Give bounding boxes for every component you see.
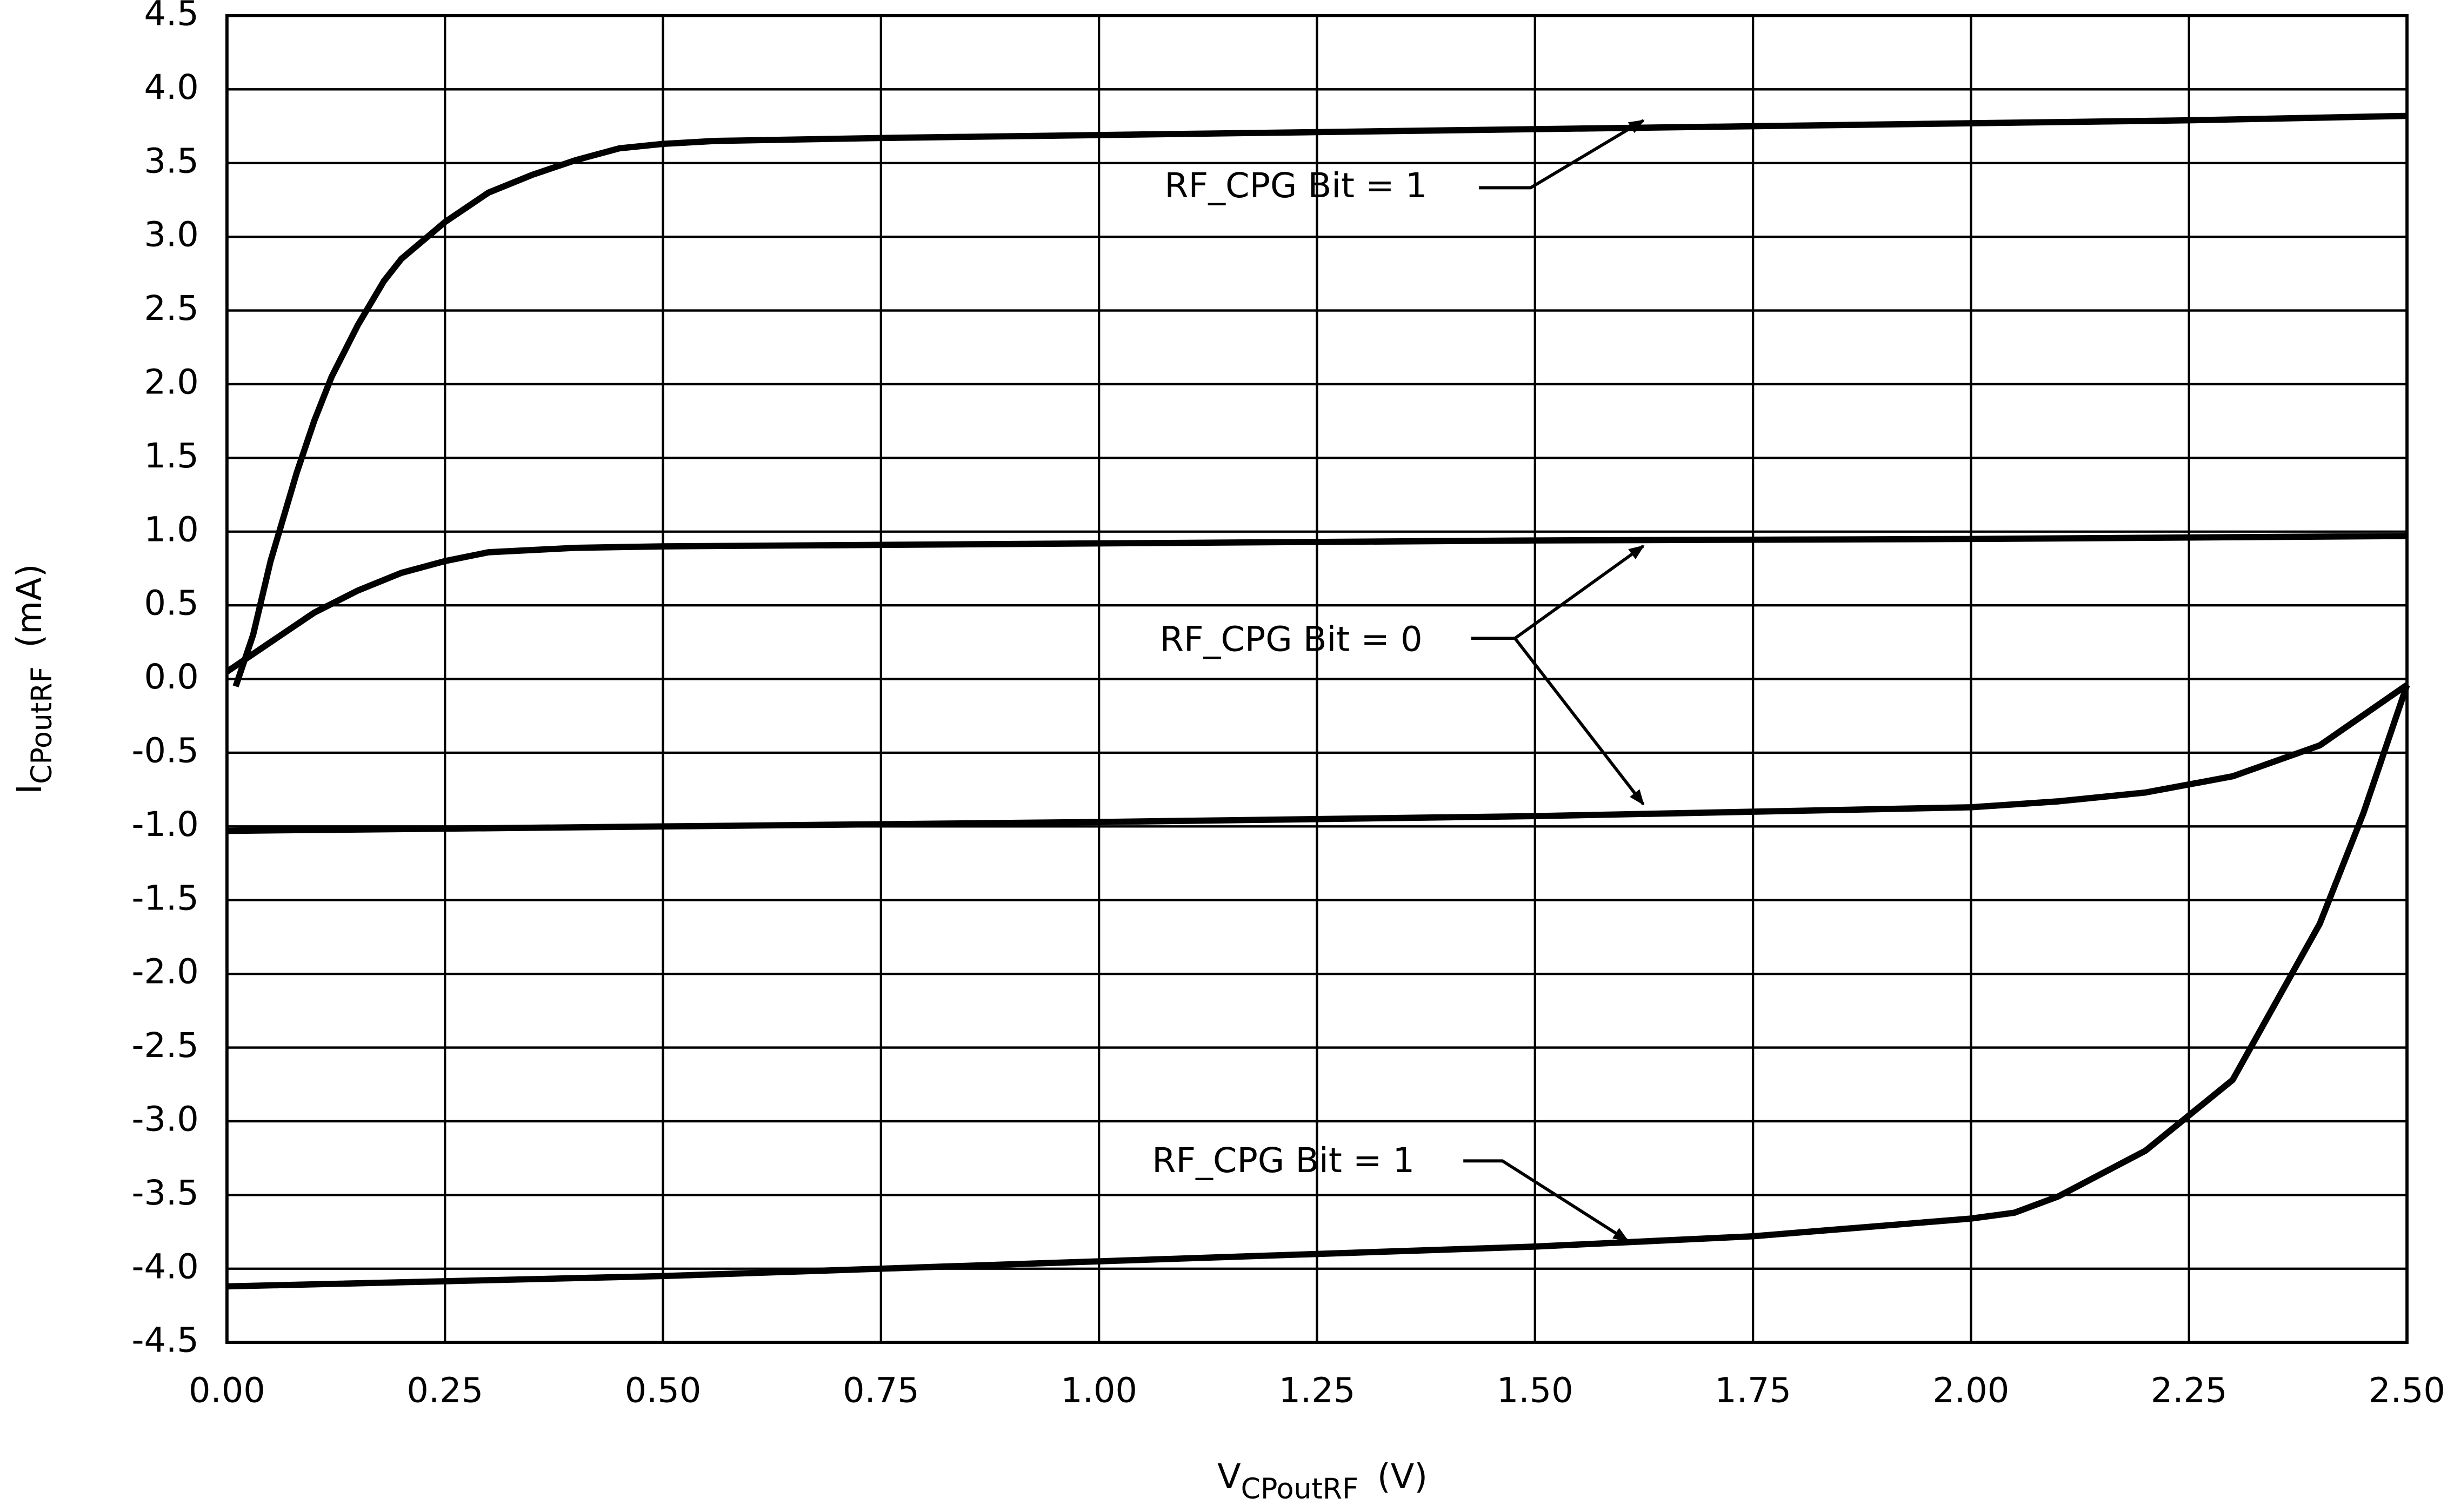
annotation: RF_CPG Bit = 0 (1160, 620, 1423, 660)
y-tick-label: 2.5 (144, 289, 199, 329)
x-tick-label: 0.00 (189, 1370, 265, 1410)
series-line (232, 112, 2408, 688)
x-axis-label-unit: (V) (1377, 1457, 1428, 1497)
x-tick-label: 1.50 (1497, 1370, 1573, 1410)
y-tick-label: -2.0 (132, 952, 199, 992)
y-tick-label: 4.5 (144, 0, 199, 34)
annotation-arrow (1513, 637, 1645, 806)
annotation: RF_CPG Bit = 1 (1152, 1141, 1415, 1181)
y-tick-label: -4.0 (132, 1247, 199, 1287)
x-axis-label: VCPoutRF (V) (1217, 1457, 1428, 1506)
annotation-arrow (1471, 545, 1645, 640)
y-tick-label: -3.5 (132, 1173, 199, 1213)
y-axis-label-unit: (mA) (10, 564, 50, 647)
y-tick-label: 0.0 (144, 657, 199, 697)
y-axis-label-sub: CPoutRF (26, 666, 58, 784)
x-tick-label: 2.25 (2151, 1370, 2228, 1410)
x-tick-label: 2.50 (2369, 1370, 2445, 1410)
x-tick-label: 0.50 (625, 1370, 702, 1410)
y-tick-label: 1.0 (144, 510, 199, 550)
y-axis-label-main: I (10, 784, 50, 794)
y-tick-label: 4.0 (144, 68, 199, 108)
x-axis-label-sub: CPoutRF (1241, 1473, 1358, 1506)
y-tick-label: -0.5 (132, 731, 199, 771)
y-tick-label: 3.5 (144, 141, 199, 181)
y-tick-label: -3.0 (132, 1100, 199, 1140)
y-tick-label: -4.5 (132, 1321, 199, 1361)
x-tick-label: 0.25 (406, 1370, 483, 1410)
y-tick-label: -1.5 (132, 878, 199, 918)
y-tick-label: 1.5 (144, 436, 199, 476)
series-line (225, 533, 2408, 674)
annotation: RF_CPG Bit = 1 (1164, 166, 1427, 206)
y-tick-label: -2.5 (132, 1026, 199, 1066)
y-tick-label: 2.0 (144, 363, 199, 403)
annotation-arrow (1463, 1159, 1629, 1242)
y-tick-label: 0.5 (144, 584, 199, 624)
x-tick-label: 0.75 (843, 1370, 919, 1410)
plot-area: -4.5-4.0-3.5-3.0-2.5-2.0-1.5-1.0-0.50.00… (132, 0, 2445, 1410)
y-axis-label: ICPoutRF (mA) (10, 564, 59, 794)
x-tick-label: 1.25 (1279, 1370, 1356, 1410)
y-tick-label: -1.0 (132, 805, 199, 845)
x-tick-label: 1.00 (1061, 1370, 1137, 1410)
plot-frame (225, 14, 2409, 1344)
series-line (226, 682, 2409, 834)
annotation-arrow (1479, 119, 1645, 190)
y-tick-label: 3.0 (144, 215, 199, 255)
series-line (226, 684, 2410, 1290)
x-axis-label-main: V (1217, 1457, 1241, 1497)
x-tick-label: 2.00 (1933, 1370, 2010, 1410)
x-tick-label: 1.75 (1715, 1370, 1791, 1410)
